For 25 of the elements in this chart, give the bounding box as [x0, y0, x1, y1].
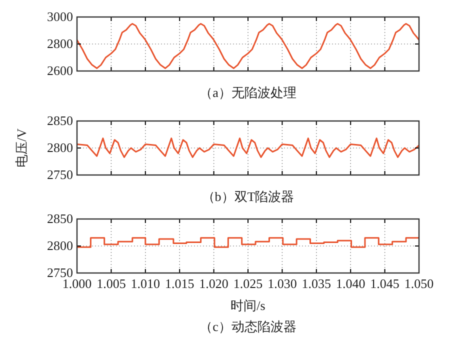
x-axis-title: 时间/s: [230, 298, 266, 313]
x-tick-label: 1.020: [199, 276, 228, 292]
line-series: [76, 138, 420, 158]
y-tick-label: 2800: [47, 36, 73, 52]
x-tick-label: 1.025: [233, 276, 263, 292]
y-tick-label: 2850: [47, 113, 73, 128]
y-tick-label: 3000: [47, 9, 73, 24]
x-tick-label: 1.030: [268, 276, 297, 292]
x-tick-label: 1.015: [164, 276, 194, 292]
text: （c）动态陷波器: [200, 319, 296, 334]
x-tick-label: 1.005: [96, 276, 126, 292]
y-tick-label: 2800: [47, 238, 73, 254]
text: （a）无陷波处理: [200, 85, 296, 100]
x-tick-label: 1.040: [336, 276, 366, 292]
y-tick-label: 2850: [47, 211, 73, 226]
x-tick-label: 1.035: [302, 276, 332, 292]
line-series: [76, 23, 420, 70]
y-tick-label: 2600: [47, 63, 73, 78]
y-tick-label: 2800: [47, 140, 73, 156]
y-axis-title: 电压/V: [14, 128, 29, 168]
y-tick-label: 2750: [47, 167, 73, 182]
x-tick-label: 1.050: [404, 276, 434, 292]
text: （b）双T陷波器: [202, 189, 294, 204]
x-tick-label: 1.010: [130, 276, 160, 292]
x-tick-label: 1.045: [370, 276, 400, 292]
